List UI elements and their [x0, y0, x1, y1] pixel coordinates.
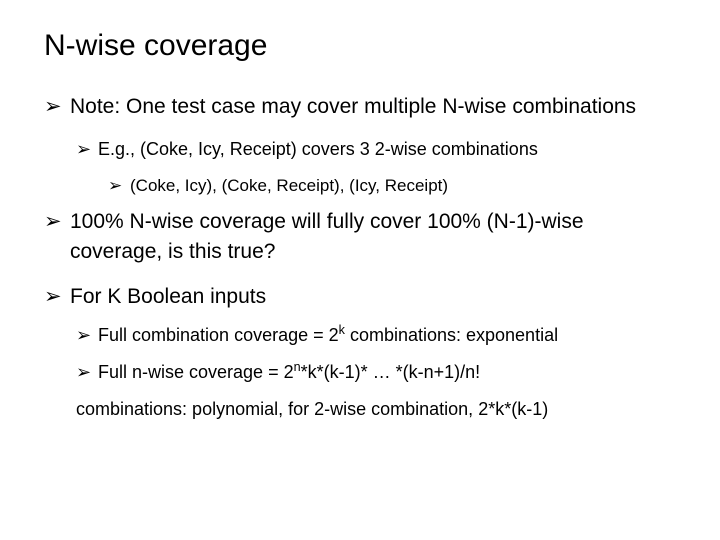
bullet-full-nwise: Full n-wise coverage = 2n*k*(k-1)* … *(k… [76, 359, 676, 386]
bullet-boolean-inputs: For K Boolean inputs [44, 282, 676, 312]
bullet-note-example: E.g., (Coke, Icy, Receipt) covers 3 2-wi… [76, 136, 676, 163]
bullet-full-nwise-sup: n [294, 360, 301, 374]
bullet-note: Note: One test case may cover multiple N… [44, 92, 676, 122]
bullet-full-combination: Full combination coverage = 2k combinati… [76, 322, 676, 349]
bullet-note-example-pairs-text: (Coke, Icy), (Coke, Receipt), (Icy, Rece… [130, 176, 448, 195]
bullet-full-nwise-post: *k*(k-1)* … *(k-n+1)/n! [301, 362, 481, 382]
slide-title: N-wise coverage [44, 28, 676, 64]
bullet-full-nwise-trailing: combinations: polynomial, for 2-wise com… [76, 396, 676, 423]
bullet-coverage-question: 100% N-wise coverage will fully cover 10… [44, 207, 676, 268]
bullet-note-example-text: E.g., (Coke, Icy, Receipt) covers 3 2-wi… [98, 139, 538, 159]
bullet-full-combination-post: combinations: exponential [345, 325, 558, 345]
slide: N-wise coverage Note: One test case may … [0, 0, 720, 540]
bullet-note-example-pairs: (Coke, Icy), (Coke, Receipt), (Icy, Rece… [108, 173, 676, 199]
bullet-note-text: Note: One test case may cover multiple N… [70, 95, 636, 118]
bullet-coverage-question-text: 100% N-wise coverage will fully cover 10… [70, 210, 584, 263]
bullet-full-combination-pre: Full combination coverage = 2 [98, 325, 339, 345]
bullet-boolean-inputs-text: For K Boolean inputs [70, 285, 266, 308]
bullet-full-nwise-pre: Full n-wise coverage = 2 [98, 362, 294, 382]
